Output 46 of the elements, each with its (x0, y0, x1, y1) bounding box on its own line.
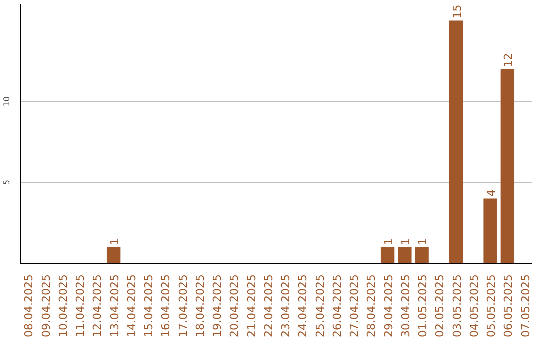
x-tick-label: 27.04.2025 (348, 274, 362, 338)
data-label: 15 (450, 4, 464, 19)
x-tick-label: 10.04.2025 (56, 274, 70, 338)
x-tick-label: 22.04.2025 (262, 274, 276, 338)
x-tick-label: 11.04.2025 (74, 274, 88, 338)
x-tick-label: 08.04.2025 (22, 274, 36, 338)
x-tick-label: 07.05.2025 (519, 274, 532, 338)
x-tick-label: 03.05.2025 (450, 274, 464, 338)
bar (380, 247, 395, 264)
x-tick-label: 13.04.2025 (108, 274, 122, 338)
x-tick-label: 14.04.2025 (125, 274, 138, 338)
x-tick-label: 19.04.2025 (211, 274, 224, 338)
x-tick-label: 23.04.2025 (280, 274, 293, 338)
x-tick-label: 15.04.2025 (142, 274, 156, 338)
data-label: 1 (416, 238, 430, 246)
x-tick-label: 28.04.2025 (365, 274, 378, 338)
x-tick-label: 30.04.2025 (399, 274, 412, 338)
x-tick-label: 24.04.2025 (296, 274, 310, 338)
x-tick-label: 09.04.2025 (40, 274, 53, 338)
data-label: 1 (399, 238, 412, 246)
bar (484, 198, 498, 264)
x-tick-label: 17.04.2025 (176, 274, 190, 338)
bar (398, 247, 412, 264)
x-tick-label: 02.05.2025 (434, 274, 447, 338)
x-tick-label: 21.04.2025 (245, 274, 258, 338)
x-tick-label: 16.04.2025 (160, 274, 173, 338)
x-tick-label: 25.04.2025 (314, 274, 327, 338)
bar (106, 247, 121, 264)
x-tick-label: 26.04.2025 (330, 274, 344, 338)
data-label: 1 (382, 238, 396, 246)
x-tick-label: 29.04.2025 (382, 274, 396, 338)
bar (449, 20, 464, 264)
data-label: 1 (108, 238, 122, 246)
data-label: 4 (485, 190, 498, 197)
bar (415, 247, 429, 264)
x-tick-label: 04.05.2025 (468, 274, 481, 338)
x-tick-label: 12.04.2025 (91, 274, 104, 338)
x-tick-label: 18.04.2025 (194, 274, 207, 338)
y-tick-label: 10 (2, 96, 12, 107)
x-tick-label: 05.05.2025 (485, 274, 498, 338)
data-label: 12 (502, 53, 516, 68)
x-tick-label: 01.05.2025 (416, 274, 430, 338)
x-tick-label: 06.05.2025 (502, 274, 516, 338)
y-tick-label: 5 (2, 180, 12, 186)
x-tick-label: 20.04.2025 (228, 274, 242, 338)
bar (500, 69, 515, 264)
